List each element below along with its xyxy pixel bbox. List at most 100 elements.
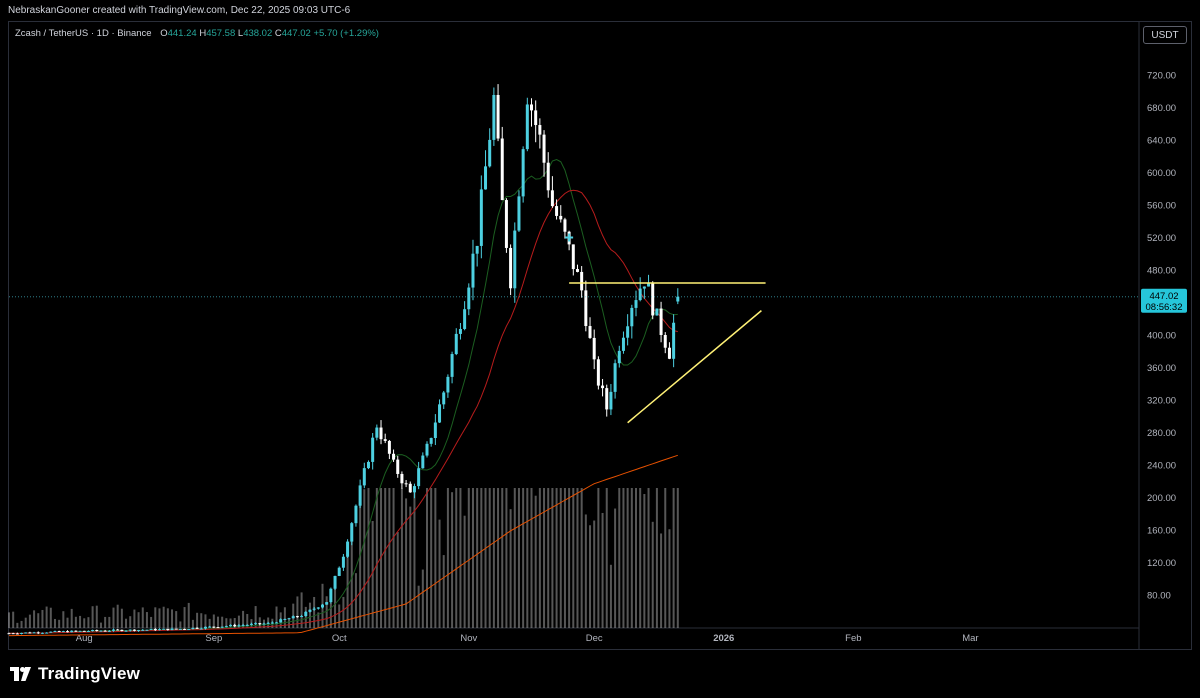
candle-body [446,376,450,393]
volume-bar [346,547,349,628]
close-value: 447.02 [281,28,311,39]
candle-body [667,347,671,359]
volume-bar [676,488,679,628]
candle-body [112,629,115,631]
candle-body [400,473,404,484]
ma-mid-line [8,189,678,634]
volume-bar [187,602,190,628]
volume-bar [334,584,337,628]
candle-body [605,388,609,410]
candle-body [412,486,416,493]
candle-body [224,626,228,628]
volume-bar [200,613,203,628]
candle-body [538,125,542,135]
candle-body [488,139,492,167]
volume-bar [49,607,52,628]
volume-bar [396,532,399,628]
volume-bar [175,611,178,628]
volume-bar [237,615,240,628]
volume-bar [635,488,637,628]
candle-body [78,630,82,632]
open-value: 441.24 [167,28,197,39]
candle-body [137,629,141,631]
volume-bar [367,488,370,628]
candle-body [659,308,663,336]
candle-body [542,134,546,163]
candle-body [254,623,258,625]
volume-bar [33,610,36,628]
volume-bar [204,614,207,628]
volume-bar [576,488,579,628]
candle-body [421,455,425,469]
volume-bar [451,492,454,628]
candle-body [28,632,32,634]
volume-bar [99,622,102,628]
candle-body [191,627,195,630]
volume-bar [354,573,357,628]
candle-body [475,245,479,254]
candle-body [601,385,605,389]
candle-body [425,443,429,456]
volume-bar [133,609,136,628]
volume-bar [150,616,153,628]
volume-bar [601,512,604,628]
candle-body [634,300,638,308]
y-tick-label: 320.00 [1147,396,1176,407]
candle-body [166,628,170,631]
volume-bar [217,616,219,628]
candle-body [153,628,157,631]
candle-body [647,283,651,287]
volume-bar [229,618,232,628]
volume-bar [405,498,408,628]
candle-body [295,616,299,618]
volume-bar [154,607,157,628]
volume-bar [233,618,236,628]
volume-bar [643,494,646,628]
chart-pane[interactable] [8,21,1192,650]
y-tick-label: 480.00 [1147,266,1176,277]
candle-body [308,609,312,612]
support-trendline[interactable] [627,310,762,424]
candle-body [333,575,337,589]
volume-bar [400,488,403,628]
volume-bar [505,488,508,628]
volume-bar [70,608,73,628]
low-label: L [237,28,244,39]
candle-body [229,624,233,627]
candle-body [517,196,521,231]
volume-bar [145,612,148,628]
candle-body [241,625,245,627]
volume-bar [53,618,56,628]
open-label: O [160,28,168,39]
candle-body [70,630,74,633]
y-tick-label: 720.00 [1147,71,1176,82]
candle-body [350,523,354,542]
volume-bar [363,489,366,628]
volume-bar [129,616,132,628]
volume-bar [434,488,437,628]
volume-bar [288,618,291,628]
volume-bar [74,616,77,628]
candle-body [233,624,237,627]
volume-bar [313,596,316,628]
volume-bar [492,488,495,628]
x-tick-label: Nov [460,633,477,644]
volume-bar [12,611,15,628]
volume-bar [304,606,307,628]
candle-body [588,326,592,338]
candle-body [270,622,274,624]
volume-bar [120,608,123,628]
brand-name: TradingView [38,664,141,683]
volume-bar [112,607,115,628]
candle-body [312,608,316,610]
currency-button[interactable]: USDT [1143,26,1187,44]
volume-bar [651,521,654,628]
candle-body [513,230,517,289]
volume-bar [618,488,621,628]
candle-body [11,633,15,635]
candle-body [262,623,266,625]
symbol-label[interactable]: Zcash / TetherUS · 1D · Binance [15,28,152,39]
volume-bar [497,488,500,628]
candle-body [559,215,563,220]
